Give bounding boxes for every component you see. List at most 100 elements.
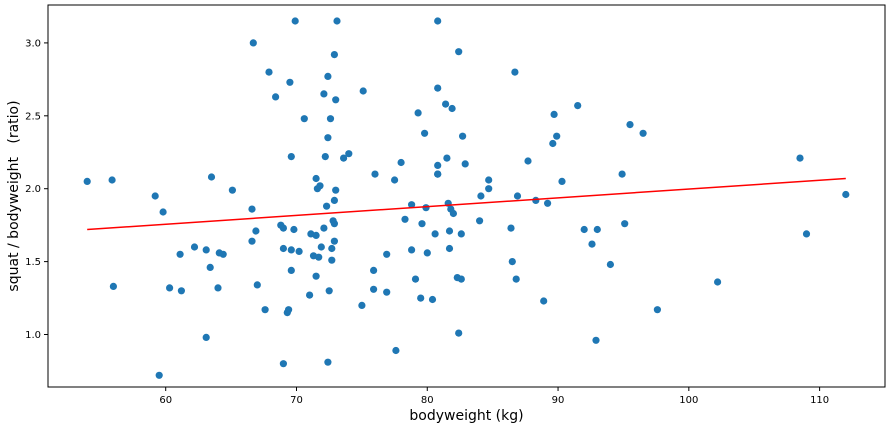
data-point-127 <box>550 110 558 118</box>
data-point-88 <box>421 129 429 137</box>
data-point-80 <box>397 158 405 167</box>
data-point-40 <box>306 291 314 299</box>
data-point-92 <box>431 230 439 238</box>
data-point-119 <box>511 68 519 76</box>
data-point-132 <box>588 240 596 248</box>
data-point-76 <box>383 250 391 258</box>
y-tick-label: 1.5 <box>25 257 41 268</box>
data-point-135 <box>606 260 615 269</box>
data-point-110 <box>457 275 465 283</box>
data-point-19 <box>248 205 256 213</box>
data-point-115 <box>485 185 493 193</box>
data-point-23 <box>261 306 269 314</box>
data-point-28 <box>279 244 287 253</box>
data-point-121 <box>513 192 522 200</box>
data-point-72 <box>359 87 367 95</box>
data-point-62 <box>330 220 338 228</box>
y-tick-label: 1.0 <box>25 330 41 341</box>
data-point-16 <box>219 250 227 258</box>
data-point-117 <box>507 224 515 232</box>
data-point-102 <box>445 244 454 253</box>
data-point-39 <box>300 115 308 123</box>
data-point-12 <box>206 263 214 271</box>
data-point-66 <box>332 96 340 104</box>
data-point-11 <box>202 333 210 341</box>
data-point-37 <box>291 17 299 25</box>
data-point-49 <box>317 243 325 251</box>
data-point-124 <box>540 297 548 305</box>
data-point-93 <box>434 161 442 169</box>
data-point-112 <box>461 160 469 168</box>
data-point-29 <box>279 360 287 368</box>
data-point-71 <box>358 301 366 309</box>
data-point-18 <box>248 237 256 245</box>
data-point-51 <box>320 90 328 98</box>
data-point-24 <box>265 68 273 76</box>
data-point-123 <box>532 196 540 204</box>
data-point-82 <box>408 201 416 209</box>
data-point-81 <box>401 215 409 223</box>
data-point-139 <box>639 129 647 137</box>
data-point-6 <box>166 284 174 292</box>
x-axis-label: bodyweight (kg) <box>409 408 523 424</box>
data-point-96 <box>434 170 442 178</box>
x-tick-label: 90 <box>552 395 565 406</box>
data-point-50 <box>320 224 328 232</box>
data-point-32 <box>286 78 294 86</box>
data-point-27 <box>279 224 287 232</box>
data-point-44 <box>312 231 320 239</box>
data-point-48 <box>316 182 324 190</box>
data-point-59 <box>328 244 336 253</box>
data-point-129 <box>558 177 566 185</box>
x-tick-label: 60 <box>159 395 172 406</box>
data-point-77 <box>383 288 391 296</box>
x-tick-label: 70 <box>290 395 303 406</box>
data-point-133 <box>592 336 600 344</box>
data-point-125 <box>544 199 552 207</box>
data-point-20 <box>249 39 257 47</box>
data-point-120 <box>512 275 520 283</box>
data-point-64 <box>330 237 338 245</box>
data-point-1 <box>108 176 116 184</box>
data-point-86 <box>417 294 425 302</box>
y-tick-label: 3.0 <box>25 38 41 49</box>
data-point-52 <box>321 153 329 161</box>
axes-frame <box>47 4 886 388</box>
data-point-137 <box>621 220 629 228</box>
data-point-45 <box>312 272 320 280</box>
data-point-130 <box>574 102 582 110</box>
data-point-140 <box>653 306 662 314</box>
data-point-101 <box>445 227 454 235</box>
data-point-5 <box>159 208 167 216</box>
data-point-98 <box>442 100 450 108</box>
data-point-90 <box>423 249 431 257</box>
data-point-134 <box>593 225 601 234</box>
data-point-144 <box>842 190 850 199</box>
data-point-8 <box>177 287 185 295</box>
data-point-108 <box>455 329 463 337</box>
y-tick-label: 2.5 <box>25 111 41 122</box>
data-point-54 <box>324 72 332 80</box>
data-point-55 <box>324 134 332 142</box>
data-point-136 <box>618 170 626 178</box>
data-point-116 <box>485 176 493 184</box>
x-tick-label: 80 <box>421 395 434 406</box>
data-point-25 <box>272 93 280 101</box>
data-point-35 <box>287 246 295 254</box>
data-point-97 <box>434 84 442 92</box>
data-point-70 <box>345 150 353 158</box>
data-point-65 <box>330 196 338 204</box>
data-point-69 <box>340 154 348 162</box>
data-point-74 <box>370 266 378 274</box>
data-point-78 <box>391 176 399 184</box>
plot-area <box>83 17 850 379</box>
data-point-47 <box>315 253 323 261</box>
data-point-128 <box>553 132 561 140</box>
data-point-10 <box>202 246 210 254</box>
data-point-142 <box>796 154 804 162</box>
data-point-63 <box>330 51 338 59</box>
data-point-87 <box>418 220 426 228</box>
data-point-53 <box>323 202 331 210</box>
data-point-109 <box>457 230 465 238</box>
